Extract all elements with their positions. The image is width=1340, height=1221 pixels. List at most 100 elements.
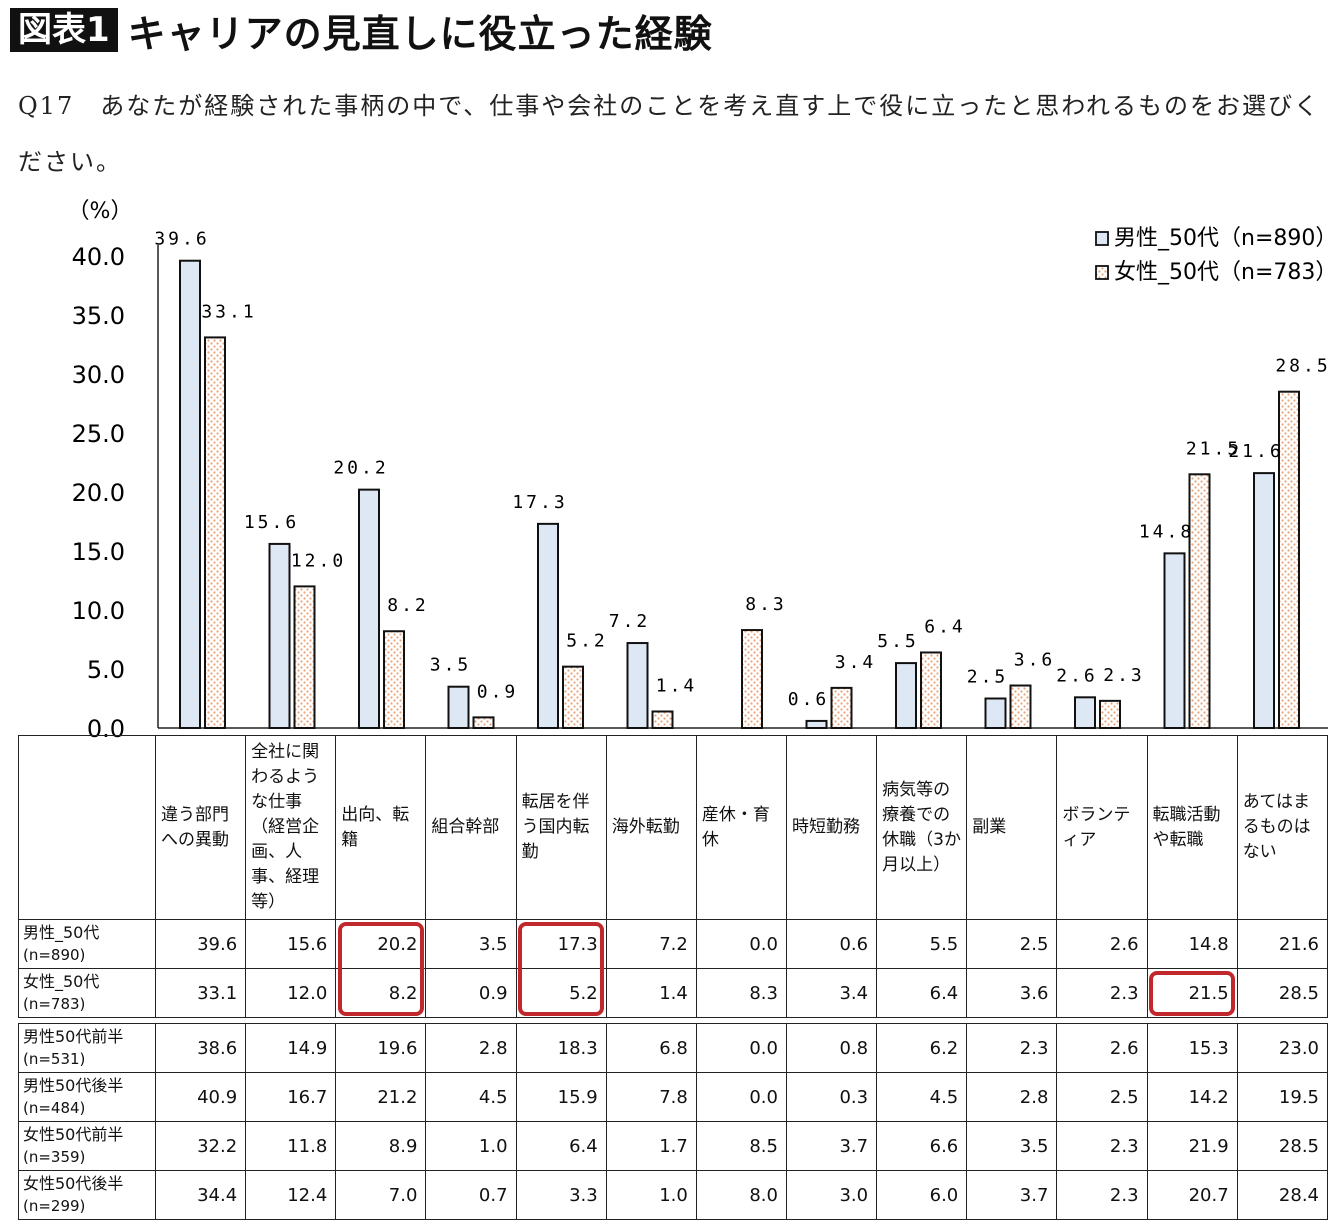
table-cell: 16.7 bbox=[245, 1072, 337, 1122]
table-cell: 1.7 bbox=[605, 1121, 697, 1171]
column-header: 違う部門への異動 bbox=[154, 735, 247, 920]
data-label: 17.3 bbox=[512, 492, 567, 513]
figure-badge: 図表1 bbox=[10, 8, 118, 52]
table-cell: 8.0 bbox=[695, 1170, 787, 1220]
table-cell: 3.3 bbox=[515, 1170, 607, 1220]
legend-label: 女性_50代（n=783） bbox=[1114, 260, 1337, 285]
table-cell: 8.3 bbox=[695, 968, 787, 1018]
table-cell: 8.9 bbox=[335, 1121, 427, 1171]
data-label: 5.2 bbox=[566, 631, 608, 652]
table-cell: 1.4 bbox=[605, 968, 697, 1018]
data-label: 28.5 bbox=[1275, 356, 1330, 377]
table-cell: 1.0 bbox=[605, 1170, 697, 1220]
data-label: 2.6 bbox=[1056, 665, 1098, 686]
table-cell: 4.5 bbox=[876, 1072, 968, 1122]
column-header: 転職活動や転職 bbox=[1146, 735, 1238, 920]
table-cell: 6.4 bbox=[515, 1121, 607, 1171]
bar-male bbox=[805, 719, 828, 729]
bar-male bbox=[447, 685, 470, 730]
table-cell: 2.3 bbox=[1056, 1170, 1148, 1220]
bar-male bbox=[268, 542, 291, 729]
table-cell: 12.0 bbox=[245, 968, 337, 1018]
y-tick-label: 40.0 bbox=[72, 243, 125, 271]
column-header: 病気等の療養での休職（3か月以上） bbox=[876, 735, 968, 920]
table-cell: 21.6 bbox=[1236, 919, 1329, 969]
data-label: 21.5 bbox=[1186, 438, 1241, 459]
table-cell: 0.0 bbox=[695, 919, 787, 969]
table-cell: 20.2 bbox=[335, 919, 427, 969]
question-text: Q17 あなたが経験された事柄の中で、仕事や会社のことを考え直す上で役に立ったと… bbox=[18, 92, 1321, 176]
y-tick-label: 20.0 bbox=[72, 479, 125, 507]
table-row: 男性_50代 (n=890) 39.6 15.6 20.2 3.5 17.3 7.2 0.0 0.… bbox=[18, 919, 1329, 969]
data-label: 5.5 bbox=[877, 631, 919, 652]
table-cell: 0.0 bbox=[695, 1023, 787, 1073]
table-cell: 8.5 bbox=[695, 1121, 787, 1171]
bar-male bbox=[358, 488, 380, 730]
bar-chart: （%）0.05.010.015.020.025.030.035.040.0 39… bbox=[68, 199, 1338, 740]
bar-female bbox=[741, 629, 763, 729]
table-cell: 28.4 bbox=[1236, 1170, 1329, 1220]
table-cell: 5.5 bbox=[876, 919, 968, 969]
table-cell: 21.5 bbox=[1146, 968, 1238, 1018]
table-cell: 32.2 bbox=[154, 1121, 247, 1171]
data-label: 2.5 bbox=[967, 667, 1009, 688]
row-label: 女性50代後半 (n=299) bbox=[18, 1170, 156, 1220]
table-cell: 14.9 bbox=[245, 1023, 337, 1073]
data-label: 14.8 bbox=[1139, 521, 1194, 542]
table-cell: 2.3 bbox=[1056, 1121, 1148, 1171]
bar-female bbox=[562, 665, 584, 730]
row-label: 男性50代前半 (n=531) bbox=[18, 1023, 156, 1073]
table-cell: 21.9 bbox=[1146, 1121, 1238, 1171]
data-label: 6.4 bbox=[924, 616, 966, 637]
table-cell: 15.9 bbox=[515, 1072, 607, 1122]
table-cell: 15.6 bbox=[245, 919, 337, 969]
data-label: 21.6 bbox=[1228, 441, 1283, 462]
table-cell: 12.4 bbox=[245, 1170, 337, 1220]
bar-female bbox=[1099, 699, 1121, 729]
table-row: 女性50代前半 (n=359) 32.2 11.8 8.9 1.0 6.4 1.7 8.5 3.7… bbox=[18, 1121, 1329, 1171]
table-cell: 0.8 bbox=[785, 1023, 878, 1073]
data-label: 12.0 bbox=[291, 550, 346, 571]
data-label: 3.6 bbox=[1014, 650, 1056, 671]
bar-female bbox=[204, 336, 226, 729]
table-cell: 7.0 bbox=[335, 1170, 427, 1220]
column-header: ボランティア bbox=[1056, 735, 1148, 920]
y-tick-label: 5.0 bbox=[87, 656, 125, 684]
table-cell: 14.8 bbox=[1146, 919, 1238, 969]
table-cell: 8.2 bbox=[335, 968, 427, 1018]
table-cell: 21.2 bbox=[335, 1072, 427, 1122]
table-row: 女性50代後半 (n=299) 34.4 12.4 7.0 0.7 3.3 1.0 8.0 3.0… bbox=[18, 1170, 1329, 1220]
table-cell: 0.9 bbox=[425, 968, 517, 1018]
column-header: 組合幹部 bbox=[425, 735, 517, 920]
bar-male bbox=[1074, 696, 1096, 730]
table-cell: 23.0 bbox=[1236, 1023, 1329, 1073]
table-cell: 19.5 bbox=[1236, 1072, 1329, 1122]
bar-male bbox=[179, 259, 201, 729]
table-cell: 3.7 bbox=[966, 1170, 1058, 1220]
table-cell: 11.8 bbox=[245, 1121, 337, 1171]
column-header: あてはまるものはない bbox=[1236, 735, 1329, 920]
table-cell: 0.6 bbox=[785, 919, 878, 969]
table-cell: 2.6 bbox=[1056, 919, 1148, 969]
bar-male bbox=[984, 697, 1007, 729]
table-cell: 38.6 bbox=[154, 1023, 247, 1073]
column-header: 全社に関わるような仕事（経営企画、人事、経理等） bbox=[245, 735, 337, 920]
row-label: 男性_50代 (n=890) bbox=[18, 919, 156, 969]
legend-label: 男性_50代（n=890） bbox=[1114, 226, 1337, 251]
column-header: 海外転勤 bbox=[605, 735, 697, 920]
data-label: 33.1 bbox=[201, 301, 256, 322]
table-cell: 20.7 bbox=[1146, 1170, 1238, 1220]
data-table: 違う部門への異動 全社に関わるような仕事（経営企画、人事、経理等） 出向、転籍 組合幹… bbox=[18, 735, 1329, 1220]
legend-swatch bbox=[1095, 231, 1109, 246]
table-header-row: 違う部門への異動 全社に関わるような仕事（経営企画、人事、経理等） 出向、転籍 組合幹… bbox=[18, 735, 1329, 920]
table-cell: 28.5 bbox=[1236, 1121, 1329, 1171]
table-cell: 0.7 bbox=[425, 1170, 517, 1220]
y-tick-label: 25.0 bbox=[72, 420, 125, 448]
table-row: 男性50代前半 (n=531) 38.6 14.9 19.6 2.8 18.3 6.8 0.0 0… bbox=[18, 1023, 1329, 1073]
bar-male bbox=[537, 522, 559, 729]
y-tick-label: 30.0 bbox=[72, 361, 125, 389]
table-cell: 2.6 bbox=[1056, 1023, 1148, 1073]
table-row: 女性_50代 (n=783) 33.1 12.0 8.2 0.9 5.2 1.4 8.3 3.4 6… bbox=[18, 968, 1329, 1018]
table-cell: 15.3 bbox=[1146, 1023, 1238, 1073]
bar-female bbox=[1009, 684, 1032, 730]
